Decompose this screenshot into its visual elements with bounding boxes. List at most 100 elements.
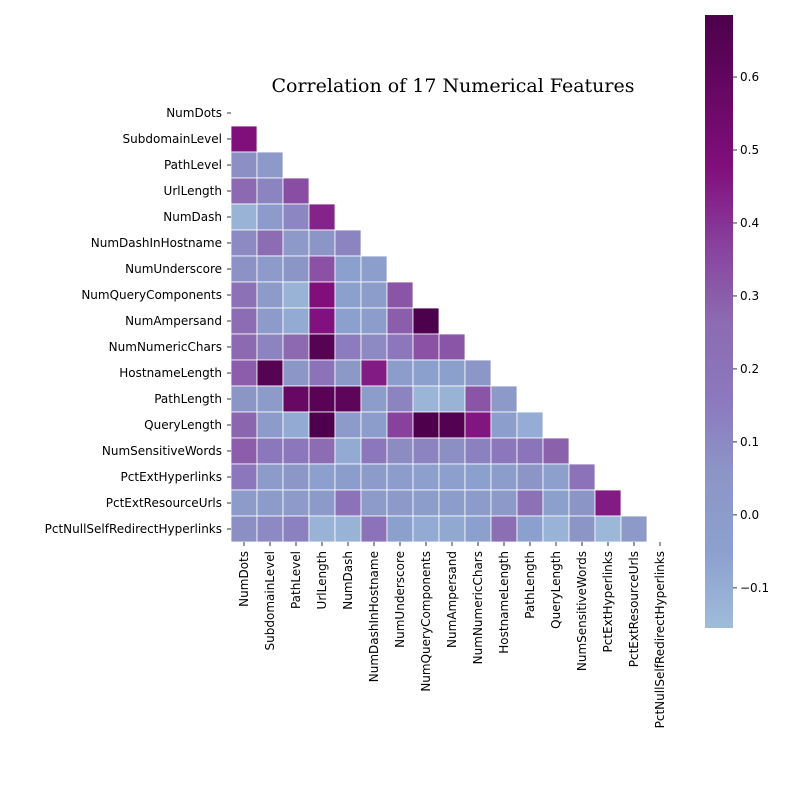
heatmap-cell — [360, 463, 388, 491]
heatmap-cell — [282, 489, 310, 517]
y-tick-label: PathLevel — [164, 158, 222, 172]
heatmap-cell — [386, 463, 414, 491]
y-tick-label: PctNullSelfRedirectHyperlinks — [45, 522, 222, 536]
heatmap-cell — [256, 437, 284, 465]
heatmap-cell — [230, 437, 258, 465]
heatmap-cell — [594, 489, 622, 517]
heatmap-cell — [386, 307, 414, 335]
heatmap-cell — [334, 437, 362, 465]
heatmap-cell — [334, 359, 362, 387]
x-tick-label: PctNullSelfRedirectHyperlinks — [653, 551, 667, 728]
x-axis-tick-labels: NumDots SubdomainLevel PathLevel UrlLength N… — [237, 542, 667, 728]
y-tick-label: NumNumericChars — [109, 340, 222, 354]
heatmap-cell — [386, 515, 414, 543]
y-tick-label: QueryLength — [144, 418, 222, 432]
heatmap-cell — [412, 489, 440, 517]
x-tick-label: UrlLength — [315, 551, 329, 609]
heatmap-cell — [516, 463, 544, 491]
heatmap-cell — [568, 463, 596, 491]
heatmap-cell — [516, 515, 544, 543]
heatmap-cell — [256, 307, 284, 335]
heatmap-cell — [282, 255, 310, 283]
heatmap-cell — [438, 385, 466, 413]
x-tick-label: NumDashInHostname — [367, 551, 381, 682]
y-tick-label: PathLength — [154, 392, 222, 406]
heatmap-cell — [334, 255, 362, 283]
heatmap-cell — [334, 489, 362, 517]
heatmap-cell — [230, 151, 258, 179]
heatmap-cell — [360, 515, 388, 543]
heatmap-cell — [490, 489, 518, 517]
heatmap-cell — [308, 255, 336, 283]
heatmap-cell — [516, 437, 544, 465]
heatmap-cell — [308, 385, 336, 413]
heatmap-cell — [256, 385, 284, 413]
heatmap-cell — [490, 411, 518, 439]
heatmap-cell — [282, 463, 310, 491]
heatmap-cell — [438, 333, 466, 361]
heatmap-cell — [438, 515, 466, 543]
heatmap-cell — [334, 385, 362, 413]
heatmap-cell — [568, 515, 596, 543]
heatmap-cell — [412, 437, 440, 465]
heatmap-cell — [308, 411, 336, 439]
heatmap-cell — [308, 203, 336, 231]
colorbar-tick-label: 0.5 — [740, 143, 759, 157]
heatmap-cell — [412, 385, 440, 413]
heatmap-cell — [412, 359, 440, 387]
heatmap-cell — [230, 411, 258, 439]
heatmap-cell — [308, 333, 336, 361]
heatmap-cell — [542, 489, 570, 517]
heatmap-cell — [542, 515, 570, 543]
heatmap-cell — [282, 307, 310, 335]
heatmap-cell — [282, 411, 310, 439]
heatmap-cell — [230, 255, 258, 283]
heatmap-cell — [386, 437, 414, 465]
heatmap-cell — [568, 489, 596, 517]
heatmap-cell — [594, 515, 622, 543]
heatmap-cell — [230, 489, 258, 517]
heatmap-cell — [438, 411, 466, 439]
x-tick-label: NumSensitiveWords — [575, 551, 589, 671]
heatmap-cell — [308, 515, 336, 543]
x-tick-label: NumAmpersand — [445, 551, 459, 648]
heatmap-cell — [230, 307, 258, 335]
x-tick-label: QueryLength — [549, 551, 563, 629]
heatmap-cell — [464, 463, 492, 491]
y-tick-label: PctExtResourceUrls — [106, 496, 222, 510]
heatmap-cell — [334, 229, 362, 257]
y-tick-label: NumSensitiveWords — [102, 444, 222, 458]
heatmap-cell — [308, 281, 336, 309]
heatmap-cell — [256, 411, 284, 439]
heatmap-cell — [412, 515, 440, 543]
heatmap-cell — [230, 515, 258, 543]
heatmap-cell — [360, 333, 388, 361]
heatmap-cell — [412, 411, 440, 439]
heatmap-cell — [256, 203, 284, 231]
heatmap-cell — [282, 281, 310, 309]
heatmap-cell — [282, 385, 310, 413]
heatmap-cell — [464, 437, 492, 465]
heatmap-cell — [438, 359, 466, 387]
x-tick-label: NumDash — [341, 551, 355, 610]
heatmap-cell — [230, 125, 258, 153]
heatmap-cell — [256, 281, 284, 309]
heatmap-cell — [256, 489, 284, 517]
y-axis-tick-labels: NumDots SubdomainLevel PathLevel UrlLength N… — [45, 106, 231, 536]
y-tick-label: HostnameLength — [119, 366, 222, 380]
colorbar-tick-label: 0.1 — [740, 435, 759, 449]
heatmap-cell — [464, 411, 492, 439]
heatmap-cell — [256, 151, 284, 179]
heatmap-cell — [438, 463, 466, 491]
heatmap-cell — [282, 359, 310, 387]
heatmap-cell — [230, 229, 258, 257]
y-tick-label: NumDash — [163, 210, 222, 224]
heatmap-cell — [542, 437, 570, 465]
x-tick-label: NumUnderscore — [393, 551, 407, 648]
y-tick-label: NumUnderscore — [125, 262, 222, 276]
heatmap-cell — [412, 333, 440, 361]
colorbar-tick-label: 0.3 — [740, 289, 759, 303]
heatmap-cell — [308, 359, 336, 387]
heatmap-cell — [464, 385, 492, 413]
